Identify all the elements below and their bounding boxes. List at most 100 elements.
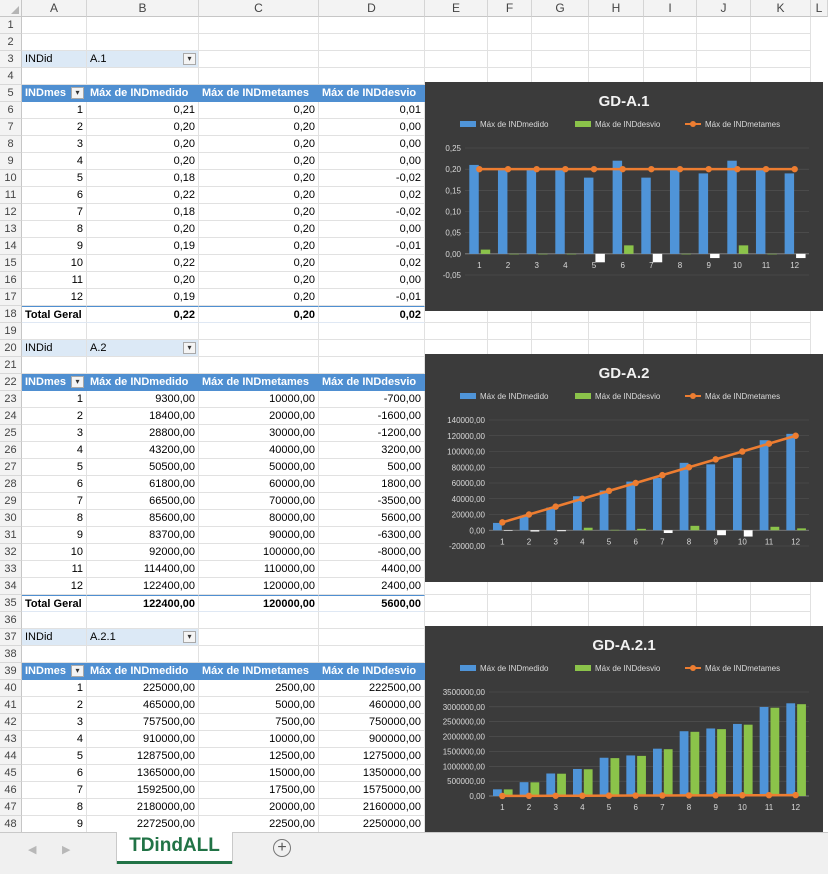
pivot-value-cell[interactable]: 900000,00 (319, 731, 425, 748)
pivot-value-cell[interactable]: 80000,00 (199, 510, 319, 527)
row-header-33[interactable]: 33 (0, 561, 22, 578)
row-header-31[interactable]: 31 (0, 527, 22, 544)
pivot-value-cell[interactable]: 0,21 (87, 102, 199, 119)
column-header-l[interactable]: L (811, 0, 828, 17)
column-header-k[interactable]: K (751, 0, 811, 17)
cell-d3[interactable] (319, 51, 425, 68)
pivot-value-cell[interactable]: 465000,00 (87, 697, 199, 714)
column-filter-icon[interactable]: ▾ (71, 376, 84, 388)
column-filter-icon[interactable]: ▾ (71, 87, 84, 99)
pivot-value-cell[interactable]: 66500,00 (87, 493, 199, 510)
pivot-value-cell[interactable]: 0,20 (199, 170, 319, 187)
row-header-42[interactable]: 42 (0, 714, 22, 731)
cell-h18[interactable] (589, 306, 644, 323)
spreadsheet-grid[interactable]: A B C D E F G H I J K L 1 2 3 INDid A.1 ▾ 4 5 INDmes Máx de I… (0, 0, 828, 832)
pivot-header-cell[interactable]: INDmes (22, 374, 87, 391)
cell-d38[interactable] (319, 646, 425, 663)
cell-g34[interactable] (532, 578, 589, 595)
row-header-46[interactable]: 46 (0, 782, 22, 799)
cell-a19[interactable] (22, 323, 87, 340)
cell-i2[interactable] (644, 34, 697, 51)
cell-g1[interactable] (532, 17, 589, 34)
row-header-21[interactable]: 21 (0, 357, 22, 374)
pivot-value-cell[interactable]: 1287500,00 (87, 748, 199, 765)
pivot-value-cell[interactable]: 1 (22, 391, 87, 408)
cell-c20[interactable] (199, 340, 319, 357)
pivot-value-cell[interactable]: 18400,00 (87, 408, 199, 425)
pivot-header-cell[interactable]: Máx de INDmetames (199, 663, 319, 680)
total-label[interactable]: Total Geral (22, 306, 87, 323)
plus-circle-icon[interactable]: + (273, 839, 291, 857)
cell-e2[interactable] (425, 34, 488, 51)
pivot-value-cell[interactable]: 0,20 (199, 102, 319, 119)
filter-value[interactable]: A.2.1 (87, 629, 199, 646)
filter-dropdown-icon[interactable]: ▾ (183, 631, 196, 643)
pivot-header-cell[interactable]: Máx de INDmedido (87, 663, 199, 680)
pivot-value-cell[interactable]: 7500,00 (199, 714, 319, 731)
pivot-value-cell[interactable]: 0,18 (87, 170, 199, 187)
row-header-4[interactable]: 4 (0, 68, 22, 85)
cell-c4[interactable] (199, 68, 319, 85)
pivot-value-cell[interactable]: 0,00 (319, 272, 425, 289)
pivot-value-cell[interactable]: 8 (22, 510, 87, 527)
pivot-value-cell[interactable]: 120000,00 (199, 578, 319, 595)
pivot-value-cell[interactable]: -700,00 (319, 391, 425, 408)
pivot-value-cell[interactable]: 0,20 (87, 119, 199, 136)
pivot-header-cell[interactable]: INDmes (22, 85, 87, 102)
row-header-48[interactable]: 48 (0, 816, 22, 832)
cell-i34[interactable] (644, 578, 697, 595)
cell-f19[interactable] (488, 323, 532, 340)
pivot-value-cell[interactable]: 22500,00 (199, 816, 319, 832)
row-header-19[interactable]: 19 (0, 323, 22, 340)
pivot-value-cell[interactable]: 6 (22, 187, 87, 204)
pivot-value-cell[interactable]: -0,02 (319, 170, 425, 187)
cell-j1[interactable] (697, 17, 751, 34)
total-label[interactable]: Total Geral (22, 595, 87, 612)
pivot-value-cell[interactable]: 0,20 (199, 136, 319, 153)
row-header-28[interactable]: 28 (0, 476, 22, 493)
pivot-value-cell[interactable]: 12 (22, 289, 87, 306)
row-header-9[interactable]: 9 (0, 153, 22, 170)
cell-d20[interactable] (319, 340, 425, 357)
cell-f3[interactable] (488, 51, 532, 68)
sheet-tab-tdindall[interactable]: TDindALL (117, 832, 232, 864)
row-header-30[interactable]: 30 (0, 510, 22, 527)
pivot-value-cell[interactable]: 6 (22, 476, 87, 493)
pivot-value-cell[interactable]: 5600,00 (319, 510, 425, 527)
pivot-value-cell[interactable]: 0,20 (87, 272, 199, 289)
cell-h1[interactable] (589, 17, 644, 34)
cell-k18[interactable] (751, 306, 811, 323)
pivot-value-cell[interactable]: 0,00 (319, 119, 425, 136)
row-header-37[interactable]: 37 (0, 629, 22, 646)
pivot-value-cell[interactable]: 40000,00 (199, 442, 319, 459)
cell-f1[interactable] (488, 17, 532, 34)
total-value[interactable]: 122400,00 (87, 595, 199, 612)
column-header-a[interactable]: A (22, 0, 87, 17)
column-header-g[interactable]: G (532, 0, 589, 17)
cell-d36[interactable] (319, 612, 425, 629)
cell-g3[interactable] (532, 51, 589, 68)
pivot-value-cell[interactable]: 70000,00 (199, 493, 319, 510)
pivot-value-cell[interactable]: 9 (22, 238, 87, 255)
cell-d37[interactable] (319, 629, 425, 646)
filter-dropdown-icon[interactable]: ▾ (183, 342, 196, 354)
pivot-value-cell[interactable]: 0,22 (87, 187, 199, 204)
column-header-h[interactable]: H (589, 0, 644, 17)
column-header-c[interactable]: C (199, 0, 319, 17)
pivot-value-cell[interactable]: 92000,00 (87, 544, 199, 561)
row-header-10[interactable]: 10 (0, 170, 22, 187)
pivot-value-cell[interactable]: 5000,00 (199, 697, 319, 714)
pivot-value-cell[interactable]: 114400,00 (87, 561, 199, 578)
pivot-value-cell[interactable]: 757500,00 (87, 714, 199, 731)
pivot-value-cell[interactable]: 0,20 (87, 221, 199, 238)
pivot-value-cell[interactable]: 3 (22, 136, 87, 153)
cell-e19[interactable] (425, 323, 488, 340)
select-all-button[interactable] (0, 0, 22, 17)
pivot-header-cell[interactable]: Máx de INDmedido (87, 85, 199, 102)
pivot-value-cell[interactable]: 8 (22, 799, 87, 816)
row-header-36[interactable]: 36 (0, 612, 22, 629)
row-header-43[interactable]: 43 (0, 731, 22, 748)
pivot-header-cell[interactable]: Máx de INDmetames (199, 85, 319, 102)
cell-h19[interactable] (589, 323, 644, 340)
row-header-24[interactable]: 24 (0, 408, 22, 425)
